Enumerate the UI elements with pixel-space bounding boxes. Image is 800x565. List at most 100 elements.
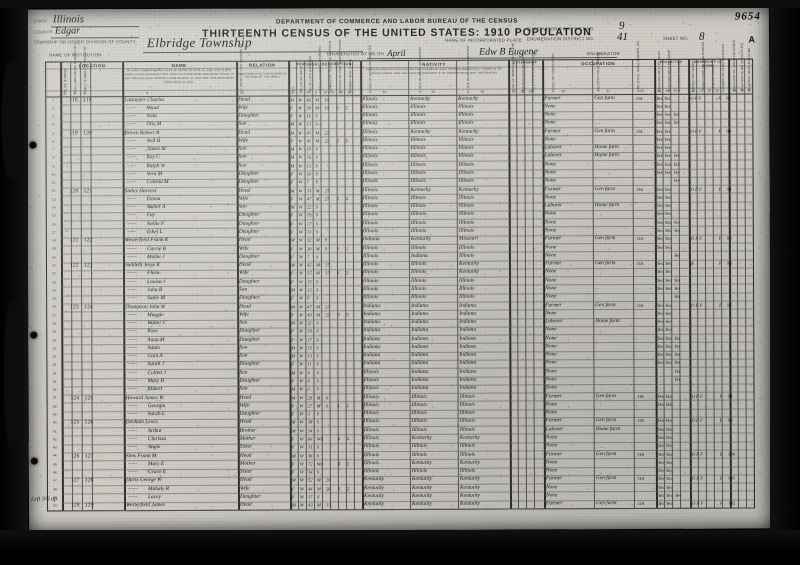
- column-number: 8: [307, 90, 310, 95]
- cell-class: OA: [636, 261, 644, 267]
- cell-class: OA: [638, 501, 645, 507]
- table-header-band: LOCATION NAME of each person whose place…: [46, 39, 752, 96]
- line-number: 8: [52, 155, 55, 160]
- enumerated-date: April: [387, 47, 406, 59]
- cell-home: O F F: [692, 500, 704, 506]
- cell-living: 3: [345, 104, 348, 110]
- line-number: 40: [52, 420, 57, 425]
- line-number: 6: [52, 139, 55, 144]
- sub-header-label: Place of birth of mother: [466, 45, 471, 93]
- line-number: 42: [52, 437, 57, 442]
- line-number: 9: [52, 164, 55, 169]
- cell-write: Yes: [665, 401, 672, 407]
- cell-occupation: Farmer: [546, 500, 563, 507]
- cell-class: OA: [637, 302, 644, 308]
- cell-industry: Gen farm: [595, 392, 617, 399]
- cell-family: 127: [84, 452, 94, 459]
- cell-living: 2: [346, 485, 350, 491]
- line-number: 17: [51, 230, 56, 235]
- column-number: 15: [431, 89, 436, 94]
- sub-header-label: Industry or business: [596, 52, 601, 93]
- line-number: 21: [52, 263, 56, 268]
- cell-industry: Home farm: [594, 202, 620, 209]
- column-number: 22: [640, 88, 645, 93]
- film-left-edge: [0, 0, 28, 565]
- group-header-nativity: NATIVITY Place of birth of each person a…: [366, 61, 503, 76]
- cell-industry: Gen farm: [594, 127, 615, 134]
- group-header-name: NAME of each person whose place of abode…: [124, 62, 234, 84]
- cell-industry: Gen farm: [595, 475, 617, 482]
- cell-class: OA: [637, 393, 644, 399]
- line-number: 37: [52, 395, 57, 400]
- column-number: 9: [315, 90, 318, 95]
- enumeration-district-label: ENUMERATION DISTRICT NO.: [526, 36, 595, 42]
- cell-farmno: 100: [727, 451, 736, 457]
- sub-header-label: Number of farm schedule: [721, 43, 726, 92]
- line-number: 39: [52, 412, 57, 417]
- cell-home: O F F: [690, 128, 702, 134]
- cell-children: 6: [336, 196, 340, 202]
- line-number: 38: [52, 404, 57, 409]
- cell-family: 120: [83, 129, 93, 136]
- column-number: 23: [657, 88, 662, 93]
- line-number: 35: [52, 379, 57, 384]
- cell-yrs: 19: [324, 105, 329, 111]
- line-number: 4: [52, 122, 55, 127]
- column-number: 14: [382, 90, 387, 95]
- cell-class: OA: [636, 95, 643, 101]
- cell-birth: Kentucky: [364, 501, 385, 508]
- column-number: 1: [63, 91, 66, 96]
- sub-header-label: Place of birth of father: [418, 47, 423, 93]
- punch-hole: [30, 331, 38, 339]
- enumeration-district-value: 41: [616, 30, 629, 44]
- cell-living: 3: [346, 270, 349, 276]
- sheet-number: 9654: [734, 10, 761, 23]
- cell-write: Yes: [666, 501, 673, 507]
- township-value: Elbridge Township: [146, 34, 252, 51]
- cell-home: O F F: [691, 451, 704, 457]
- line-number: 3: [52, 114, 55, 119]
- column-number: 5: [242, 90, 245, 95]
- cell-school: Yes: [674, 376, 681, 382]
- group-header-relation: RELATION Relationship of this person to …: [237, 62, 287, 79]
- cell-living: 1: [345, 245, 349, 251]
- cell-family: 124: [84, 303, 93, 310]
- cell-home: O F F: [691, 418, 703, 424]
- cell-children: 6: [337, 436, 341, 442]
- line-number: 47: [53, 478, 57, 483]
- column-number: 11: [331, 90, 335, 95]
- cell-living: 6: [345, 196, 349, 202]
- line-number: 30: [52, 338, 57, 343]
- cell-race: W: [300, 502, 304, 508]
- cell-yrs: 20: [325, 485, 331, 491]
- cell-relation: Head: [240, 501, 252, 508]
- cell-school: Yes: [673, 227, 680, 233]
- cell-yrs: 27: [324, 196, 330, 202]
- sheet-label: SHEET NO.: [662, 35, 689, 41]
- sub-header-label: Place of birth of this per: [368, 44, 373, 94]
- cell-children: 4: [337, 461, 341, 467]
- line-number: 13: [51, 197, 56, 202]
- column-number: 25: [673, 88, 678, 93]
- sub-header-label: Trade or profession: [551, 53, 556, 93]
- cell-farmno: 92: [726, 95, 732, 101]
- cell-yrs: 17: [325, 270, 330, 276]
- cell-class: OA: [637, 418, 644, 424]
- cell-farmno: 95: [726, 235, 732, 241]
- cell-children: 1: [336, 245, 340, 251]
- cell-home: O F F: [690, 235, 703, 241]
- census-sheet: DEPARTMENT OF COMMERCE AND LABOR BUREAU …: [26, 6, 772, 532]
- enumerator-label: ENUMERATOR: [587, 51, 620, 57]
- line-number: 23: [52, 280, 56, 285]
- film-right-edge: [770, 0, 800, 565]
- line-number: 33: [52, 362, 57, 367]
- entry-rows: 118 119 Lancaster Charles Head M W 42 M 19 Illino…: [60, 93, 755, 512]
- table-row[interactable]: 128 129 Westerfield James Head M W 43 M 13 Kentuc…: [62, 499, 755, 512]
- punch-hole: [29, 141, 37, 149]
- line-number: 26: [52, 304, 56, 309]
- line-number: 44: [52, 453, 57, 458]
- cell-industry: Home farm: [595, 425, 621, 432]
- cell-industry: Home farm: [594, 152, 619, 159]
- cell-farmno: 96: [726, 260, 732, 266]
- cell-family: 129: [85, 502, 94, 509]
